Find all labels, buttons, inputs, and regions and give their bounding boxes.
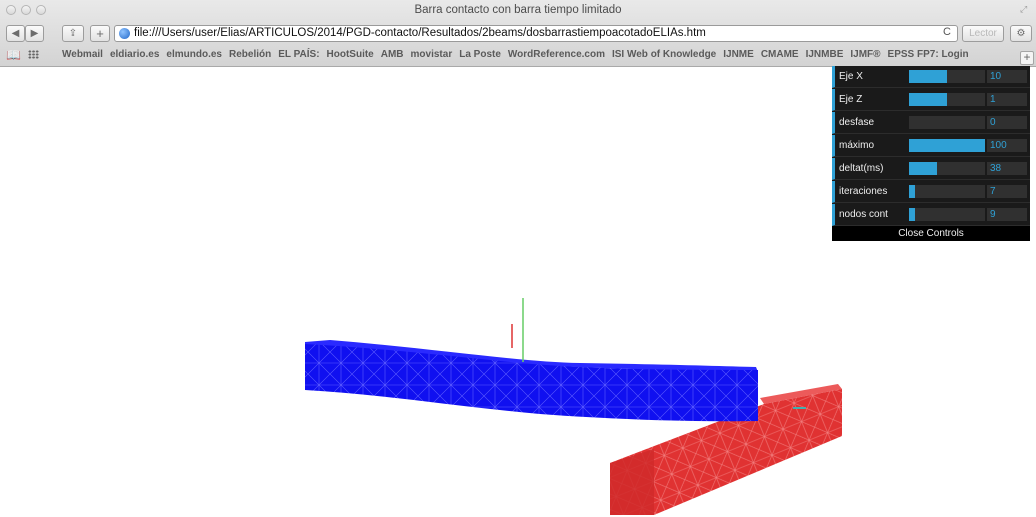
gui-slider[interactable] [909,208,985,221]
reload-icon[interactable]: C [943,26,951,38]
gui-value-input[interactable]: 0 [987,116,1027,129]
bookmark-item[interactable]: HootSuite [326,49,374,60]
3d-viewport[interactable] [0,66,1036,517]
share-button[interactable]: ⇪ [62,25,84,42]
gui-slider-fill [909,185,915,198]
gui-slider-label: máximo [839,140,875,151]
gui-value-input[interactable]: 10 [987,70,1027,83]
window-title: Barra contacto con barra tiempo limitado [414,4,622,16]
bookmark-item[interactable]: IJNMBE [805,49,844,60]
gui-slider[interactable] [909,93,985,106]
gui-slider-row: iteraciones 7 [832,181,1030,203]
bookmark-item[interactable]: elmundo.es [166,49,222,60]
close-controls-button[interactable]: Close Controls [832,226,1030,241]
gui-value-input[interactable]: 100 [987,139,1027,152]
gui-slider-label: iteraciones [839,186,888,197]
gui-value-input[interactable]: 1 [987,93,1027,106]
gui-slider[interactable] [909,70,985,83]
gui-slider-label: deltat(ms) [839,163,884,174]
blue-beam-side-face [305,344,758,422]
red-beam-top-face [760,384,842,404]
bookmark-item[interactable]: ISI Web of Knowledge [611,49,717,60]
bookmark-item[interactable]: WordReference.com [507,49,605,60]
top-sites-grid-icon[interactable] [28,50,39,59]
gui-slider-row: deltat(ms) 38 [832,158,1030,180]
blue-beam [305,340,758,422]
bookmark-item[interactable]: EPSS FP7: Login [887,49,969,60]
reading-list-icon[interactable]: 📖 [6,48,21,62]
browser-toolbar: ◀ ▶ ⇪ + file:///Users/user/Elias/ARTICUL… [0,22,1036,46]
gui-slider-row: nodos cont 9 [832,204,1030,226]
gui-slider-row: máximo 100 [832,135,1030,157]
bookmark-item[interactable]: eldiario.es [109,49,160,60]
zoom-window-button[interactable] [36,5,46,15]
gui-slider-fill [909,139,985,152]
red-beam-side-face [610,389,842,515]
gui-slider-fill [909,162,937,175]
bookmark-item[interactable]: AMB [380,49,404,60]
browser-chrome: Barra contacto con barra tiempo limitado… [0,0,1036,67]
globe-icon [119,28,130,39]
bookmark-item[interactable]: movistar [410,49,453,60]
gui-slider-fill [909,93,947,106]
gui-value-input[interactable]: 7 [987,185,1027,198]
gui-value-input[interactable]: 38 [987,162,1027,175]
gui-slider-row: Eje X 10 [832,66,1030,88]
forward-button[interactable]: ▶ [25,25,44,42]
bookmark-item[interactable]: Rebelión [228,49,272,60]
gui-slider-fill [909,208,915,221]
add-bookmark-button[interactable]: + [1020,51,1034,65]
gui-slider[interactable] [909,139,985,152]
gui-slider-row: desfase 0 [832,112,1030,134]
bookmark-item[interactable]: EL PAÍS: [278,49,320,60]
fullscreen-icon[interactable]: ⤢ [1020,4,1028,14]
minimize-window-button[interactable] [21,5,31,15]
gui-slider-fill [909,70,947,83]
bookmark-item[interactable]: Webmail [62,49,103,60]
bookmark-list: Webmail eldiario.es elmundo.es Rebelión EL P… [62,49,976,60]
controls-panel: Eje X 10 Eje Z 1 desfase 0 máximo 100 deltat(ms)… [832,66,1030,241]
reader-button[interactable]: Lector [962,25,1004,42]
title-bar: Barra contacto con barra tiempo limitado… [0,0,1036,22]
bookmark-item[interactable]: CMAME [760,49,799,60]
address-bar[interactable]: file:///Users/user/Elias/ARTICULOS/2014/… [114,25,958,42]
url-text: file:///Users/user/Elias/ARTICULOS/2014/… [134,27,706,39]
gui-slider[interactable] [909,116,985,129]
close-window-button[interactable] [6,5,16,15]
bookmark-item[interactable]: IJNME [723,49,754,60]
gui-slider[interactable] [909,185,985,198]
back-button[interactable]: ◀ [6,25,25,42]
new-tab-button[interactable]: + [90,25,110,42]
red-beam [610,384,842,515]
bookmark-item[interactable]: IJMF® [850,49,881,60]
gui-slider[interactable] [909,162,985,175]
gui-value-input[interactable]: 9 [987,208,1027,221]
gui-slider-label: Eje Z [839,94,863,105]
gui-slider-label: desfase [839,117,875,128]
gui-slider-label: Eje X [839,71,863,82]
red-beam-end-face [610,449,654,515]
blue-beam-top-face [305,340,758,372]
bookmark-item[interactable]: La Poste [459,49,501,60]
gui-slider-row: Eje Z 1 [832,89,1030,111]
settings-gear-button[interactable]: ⚙ [1010,25,1032,42]
gui-slider-label: nodos cont [839,209,888,220]
bookmarks-bar: 📖 Webmail eldiario.es elmundo.es Rebelión EL… [0,46,1036,65]
